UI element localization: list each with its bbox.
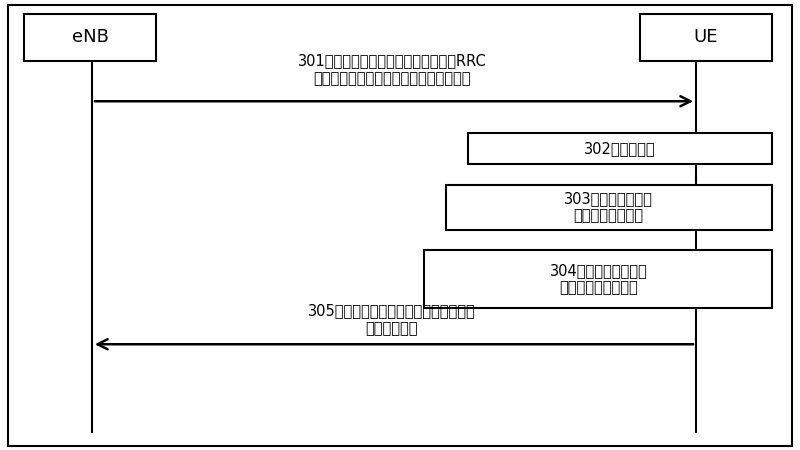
Text: 305、发送测量报告，包括未配置小区集
合的测量结果: 305、发送测量报告，包括未配置小区集 合的测量结果 <box>308 303 476 336</box>
Bar <box>640 14 772 61</box>
Bar <box>468 133 772 164</box>
Text: UE: UE <box>694 28 718 46</box>
Text: 302、进行配置: 302、进行配置 <box>584 141 656 156</box>
Text: 304、确定上报未配置
小区集合的测量结果: 304、确定上报未配置 小区集合的测量结果 <box>550 263 647 295</box>
Text: 301、发送携带未配置小区集合信息的RRC
连接重配消息和小区测量结果的上报方式: 301、发送携带未配置小区集合信息的RRC 连接重配消息和小区测量结果的上报方式 <box>298 54 486 86</box>
Bar <box>424 250 772 308</box>
Bar <box>24 14 156 61</box>
Text: eNB: eNB <box>71 28 109 46</box>
Bar <box>446 184 772 230</box>
Text: 303、进行测量，包
括测量未配置小区: 303、进行测量，包 括测量未配置小区 <box>563 191 653 223</box>
